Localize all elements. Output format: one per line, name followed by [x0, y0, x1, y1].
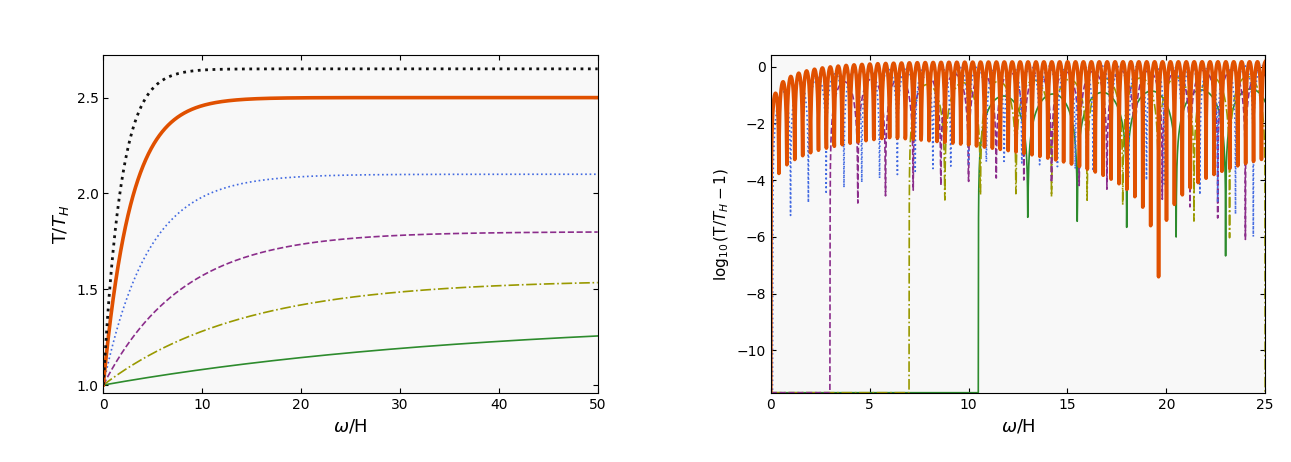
- X-axis label: $\omega$/H: $\omega$/H: [1001, 417, 1035, 435]
- Y-axis label: $\log_{10}$(T/$T_{H}-1$): $\log_{10}$(T/$T_{H}-1$): [713, 168, 731, 280]
- Y-axis label: T/$T_{H}$: T/$T_{H}$: [50, 205, 71, 243]
- X-axis label: $\omega$/H: $\omega$/H: [333, 417, 368, 435]
